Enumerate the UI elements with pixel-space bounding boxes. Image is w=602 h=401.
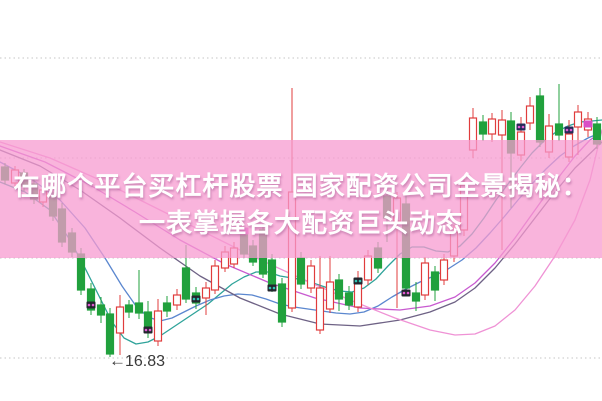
candle-up — [353, 281, 363, 308]
promo-banner-overlay — [0, 140, 602, 258]
candle-down — [535, 95, 545, 143]
candle-down — [478, 121, 488, 135]
signal-marker — [583, 120, 593, 128]
signal-marker-dot — [268, 286, 272, 290]
signal-marker-dot — [569, 128, 573, 132]
candle-up — [497, 119, 507, 136]
signal-marker-dot — [521, 125, 525, 129]
candle-down — [124, 304, 134, 313]
candle-down — [105, 313, 115, 355]
left-arrow-icon: ← — [109, 351, 126, 370]
banner-title-line1: 在哪个平台买杠杆股票 国家配资公司全景揭秘： — [13, 171, 589, 201]
low-price-annotation: ←16.83 — [109, 351, 165, 371]
signal-marker — [401, 289, 411, 297]
candle-down — [267, 259, 277, 289]
signal-marker — [143, 326, 153, 334]
candle-up — [210, 265, 220, 291]
low-price-value: 16.83 — [125, 353, 166, 370]
signal-marker-dot — [91, 303, 95, 307]
candle-down — [554, 123, 564, 136]
signal-marker-dot — [402, 291, 406, 295]
candle-up — [172, 294, 182, 306]
signal-marker — [564, 126, 574, 134]
candle-down — [96, 304, 106, 316]
candle-up — [201, 287, 211, 299]
signal-marker-dot — [148, 328, 152, 332]
candle-up — [363, 255, 373, 281]
candle-down — [430, 271, 440, 291]
candle-down — [181, 267, 191, 300]
banner-title-line2: 一表掌握各大配资巨头动态 — [138, 208, 463, 238]
signal-marker-dot — [565, 128, 569, 132]
signal-marker-dot — [196, 297, 200, 301]
signal-marker-dot — [272, 286, 276, 290]
signal-marker — [516, 123, 526, 131]
candle-down — [134, 302, 144, 314]
signal-marker-dot — [517, 125, 521, 129]
signal-marker — [353, 277, 363, 285]
signal-marker-dot — [87, 303, 91, 307]
candle-down — [334, 279, 344, 300]
candle-up — [439, 259, 449, 281]
candle-down — [143, 311, 153, 329]
candle-up — [420, 262, 430, 296]
candle-down — [86, 288, 96, 311]
candle-down — [162, 302, 172, 312]
candle-up — [115, 306, 125, 334]
candle-up — [153, 310, 163, 342]
signal-marker-dot — [354, 279, 358, 283]
candle-down — [296, 257, 306, 285]
signal-marker — [267, 284, 277, 292]
signal-marker-dot — [406, 291, 410, 295]
candle-up — [315, 287, 325, 331]
candle-down — [76, 253, 86, 291]
candle-down — [344, 292, 354, 306]
signal-marker — [86, 301, 96, 309]
candle-up — [487, 118, 497, 135]
candle-down — [277, 283, 287, 323]
candle-up — [525, 105, 535, 124]
signal-marker-dot — [192, 297, 196, 301]
candle-up — [306, 265, 316, 289]
signal-marker-dot — [358, 279, 362, 283]
signal-marker-dot — [144, 328, 148, 332]
candle-up — [325, 281, 335, 310]
candle-down — [411, 292, 421, 302]
signal-marker — [191, 295, 201, 303]
candle-up — [573, 111, 583, 128]
